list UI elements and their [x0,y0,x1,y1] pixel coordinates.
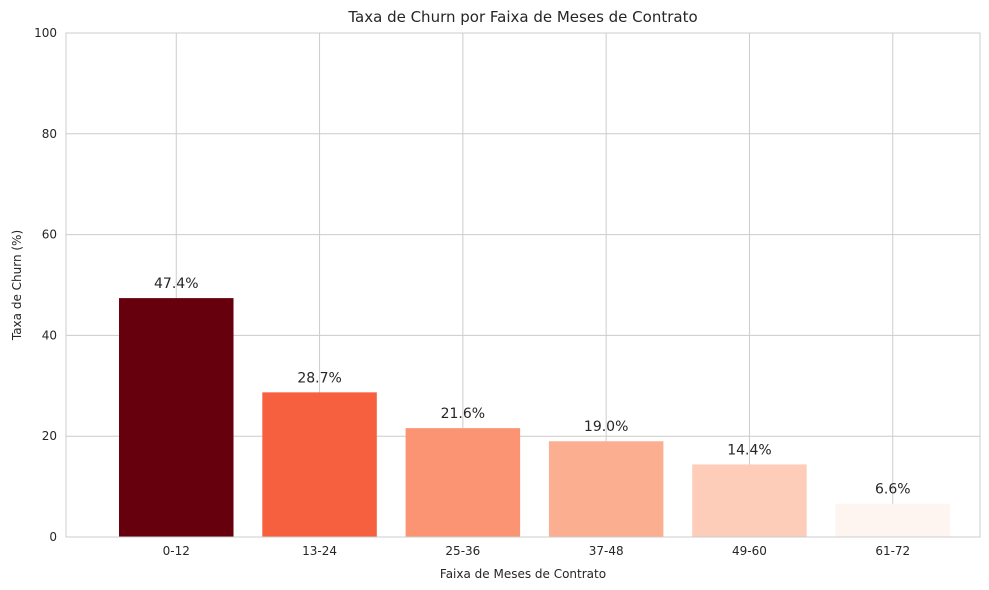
x-tick-label: 61-72 [875,544,910,558]
y-tick-label: 20 [42,429,57,443]
x-tick-label: 49-60 [732,544,767,558]
y-axis-label: Taxa de Churn (%) [10,230,24,341]
bar-0-12 [119,298,234,537]
x-tick-label: 25-36 [445,544,480,558]
bar-61-72 [835,503,951,537]
chart-title: Taxa de Churn por Faixa de Meses de Cont… [347,8,697,26]
data-labels: 47.4% 28.7% 21.6% 19.0% 14.4% 6.6% [154,276,911,498]
plot-frame [65,32,981,538]
x-tick-label: 13-24 [302,544,337,558]
x-axis-ticks: 0-12 13-24 25-36 37-48 49-60 61-72 [163,544,911,558]
bar-25-36 [405,428,521,537]
bar-49-60 [692,464,807,537]
data-label: 28.7% [297,370,341,386]
y-tick-label: 100 [34,26,57,40]
y-tick-label: 80 [42,127,57,141]
bars [119,298,951,537]
data-label: 21.6% [441,406,485,422]
x-tick-label: 0-12 [163,544,190,558]
data-label: 14.4% [727,442,771,458]
x-tick-label: 37-48 [589,544,624,558]
x-axis-label: Faixa de Meses de Contrato [440,567,606,581]
y-tick-label: 0 [49,530,57,544]
y-axis-ticks: 0 20 40 60 80 100 [34,26,57,544]
y-tick-label: 60 [42,228,57,242]
data-label: 19.0% [584,419,628,435]
bar-13-24 [262,392,377,537]
y-tick-label: 40 [42,328,57,342]
data-label: 6.6% [875,482,911,498]
data-label: 47.4% [154,276,198,292]
bar-37-48 [548,441,664,537]
